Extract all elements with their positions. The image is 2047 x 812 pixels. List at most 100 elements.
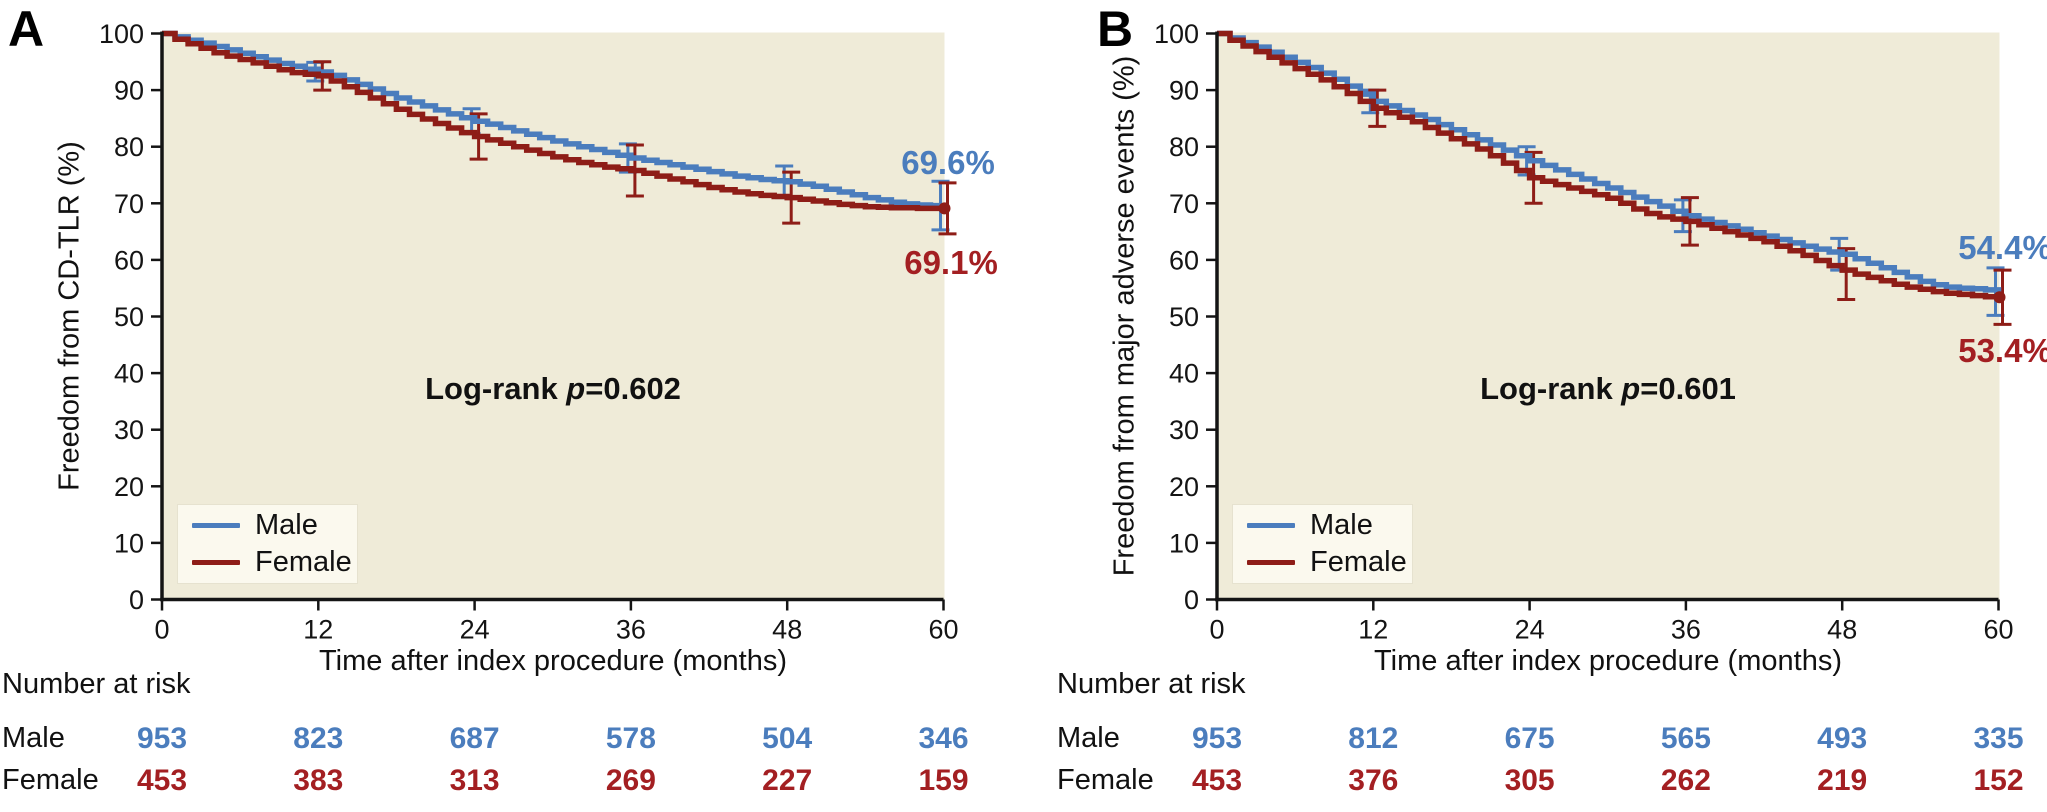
risk-count: 335 <box>1973 722 2024 755</box>
risk-row-label-female: Female <box>1057 764 1154 796</box>
risk-count: 504 <box>762 722 813 755</box>
x-tick-label: 0 <box>154 615 169 645</box>
logrank-prefix: Log-rank <box>425 371 567 406</box>
risk-row-label-male: Male <box>2 722 65 754</box>
y-tick-label: 90 <box>1169 76 1199 106</box>
logrank-p-symbol: p <box>1621 371 1641 406</box>
risk-count: 313 <box>449 764 500 797</box>
risk-count: 159 <box>918 764 969 797</box>
risk-count: 493 <box>1817 722 1868 755</box>
male-line-swatch <box>192 523 240 528</box>
female-line-swatch <box>1247 560 1295 565</box>
y-tick-label: 40 <box>1169 359 1199 389</box>
x-tick-label: 60 <box>928 615 958 645</box>
panel-a-label: A <box>8 1 45 57</box>
x-tick-label: 12 <box>303 615 333 645</box>
risk-count: 687 <box>449 722 500 755</box>
risk-count: 262 <box>1660 764 1711 797</box>
risk-count: 227 <box>762 764 813 797</box>
x-tick-label: 60 <box>1983 615 2013 645</box>
y-tick-label: 70 <box>114 189 144 219</box>
x-tick-label: 24 <box>460 615 490 645</box>
risk-count: 376 <box>1348 764 1399 797</box>
y-tick-label: 40 <box>114 359 144 389</box>
legend-row-male: Male <box>1247 509 1412 542</box>
end-label-female-b: 53.4% <box>1958 332 2047 369</box>
y-tick-label: 90 <box>114 76 144 106</box>
y-tick-label: 100 <box>1154 19 1199 49</box>
y-tick-label: 70 <box>1169 189 1199 219</box>
x-axis-title-b: Time after index procedure (months) <box>1374 645 1842 677</box>
y-tick-label: 20 <box>114 472 144 502</box>
curve-end-marker <box>1993 291 2006 304</box>
risk-count: 453 <box>1191 764 1243 797</box>
legend-b: Male Female <box>1232 504 1413 584</box>
logrank-value: =0.601 <box>1640 371 1736 406</box>
risk-count: 383 <box>293 764 344 797</box>
legend-row-male: Male <box>192 509 357 542</box>
risk-count: 578 <box>605 722 656 755</box>
panel-a: A Freedom from CD-TLR (%) 0 10 20 30 40 50 60 7… <box>0 0 1010 812</box>
y-tick-label: 30 <box>1169 415 1199 445</box>
y-tick-label: 10 <box>1169 528 1199 558</box>
y-tick-label: 0 <box>1184 585 1199 615</box>
y-tick-label: 60 <box>1169 245 1199 275</box>
end-label-male-a: 69.6% <box>901 144 995 181</box>
km-curve-female <box>1217 30 2002 300</box>
km-curve-male <box>162 30 944 209</box>
legend-label-female: Female <box>1310 546 1407 578</box>
number-at-risk-title-b: Number at risk <box>1057 668 1246 700</box>
risk-count: 823 <box>293 722 344 755</box>
y-tick-label: 60 <box>114 245 144 275</box>
y-tick-label: 80 <box>114 132 144 162</box>
y-tick-label: 50 <box>114 302 144 332</box>
y-tick-label: 30 <box>114 415 144 445</box>
x-axis-title-a: Time after index procedure (months) <box>319 645 787 677</box>
x-tick-label: 36 <box>616 615 646 645</box>
x-tick-label: 0 <box>1209 615 1224 645</box>
legend-label-male: Male <box>1310 509 1373 541</box>
end-label-female-a: 69.1% <box>904 244 998 281</box>
y-tick-label: 0 <box>129 585 144 615</box>
risk-count: 565 <box>1660 722 1711 755</box>
y-tick-label: 50 <box>1169 302 1199 332</box>
y-tick-label: 10 <box>114 528 144 558</box>
y-tick-label: 20 <box>1169 472 1199 502</box>
number-at-risk-title-a: Number at risk <box>2 668 191 700</box>
x-tick-label: 36 <box>1671 615 1701 645</box>
risk-row-label-female: Female <box>2 764 99 796</box>
panel-b: B Freedom from major adverse events (%) … <box>1055 0 2047 812</box>
curve-end-marker <box>938 202 951 215</box>
legend-label-male: Male <box>255 509 318 541</box>
legend-label-female: Female <box>255 546 352 578</box>
risk-count: 953 <box>1191 722 1243 755</box>
legend-row-female: Female <box>1247 546 1412 579</box>
logrank-prefix: Log-rank <box>1480 371 1622 406</box>
risk-count: 152 <box>1973 764 2024 797</box>
x-tick-label: 48 <box>1827 615 1857 645</box>
x-tick-label: 12 <box>1358 615 1388 645</box>
risk-count: 453 <box>136 764 188 797</box>
risk-row-label-male: Male <box>1057 722 1120 754</box>
risk-count: 269 <box>605 764 656 797</box>
legend-row-female: Female <box>192 546 357 579</box>
km-plot-b: 0 10 20 30 40 50 60 70 80 90 100 0 12 24 36 48 60 <box>1154 19 2014 645</box>
logrank-p-symbol: p <box>566 371 586 406</box>
risk-count: 675 <box>1504 722 1555 755</box>
risk-count: 219 <box>1817 764 1868 797</box>
male-line-swatch <box>1247 523 1295 528</box>
risk-count: 812 <box>1348 722 1399 755</box>
female-line-swatch <box>192 560 240 565</box>
risk-count: 346 <box>918 722 969 755</box>
logrank-value: =0.602 <box>585 371 681 406</box>
end-label-male-b: 54.4% <box>1958 229 2047 266</box>
y-tick-label: 100 <box>99 19 144 49</box>
legend-a: Male Female <box>177 504 358 584</box>
risk-count: 953 <box>136 722 188 755</box>
logrank-annotation-a: Log-rank p=0.602 <box>425 371 681 407</box>
y-tick-label: 80 <box>1169 132 1199 162</box>
x-tick-label: 48 <box>772 615 802 645</box>
km-plot-a: 0 10 20 30 40 50 60 70 80 90 100 0 12 24 36 48 60 <box>99 19 959 645</box>
risk-count: 305 <box>1504 764 1555 797</box>
